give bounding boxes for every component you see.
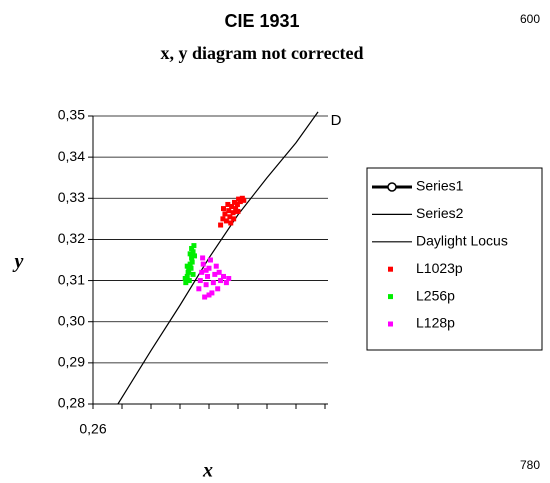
point (218, 222, 224, 228)
point (189, 259, 195, 265)
legend-label: Series1 (416, 178, 464, 194)
y-tick-label: 0,29 (58, 354, 85, 370)
legend-swatch (388, 321, 393, 327)
point (190, 271, 196, 277)
point (218, 278, 224, 284)
point (192, 253, 197, 259)
point (237, 199, 243, 205)
point (221, 206, 226, 212)
y-tick-label: 0,35 (58, 107, 85, 123)
point (189, 255, 195, 261)
chart-subtitle: x, y diagram not corrected (160, 43, 363, 63)
point (188, 265, 194, 271)
point (205, 273, 211, 279)
point (200, 261, 206, 267)
point (220, 216, 226, 222)
x-axis-label: x (202, 460, 213, 482)
point (226, 208, 232, 214)
point (229, 204, 235, 210)
point (234, 201, 240, 207)
point (189, 245, 195, 251)
point (202, 294, 208, 300)
point (190, 249, 196, 255)
legend-box (366, 167, 543, 351)
legend-label: L1023p (416, 260, 463, 276)
point (197, 278, 203, 284)
point (231, 216, 237, 222)
chart-title: CIE 1931 (224, 11, 299, 31)
point (222, 211, 228, 217)
point (225, 201, 231, 207)
point (226, 276, 232, 282)
y-tick-label: 0,33 (58, 189, 85, 205)
legend-label: L256p (416, 287, 455, 303)
legend-label: Series2 (416, 205, 464, 221)
point (223, 280, 229, 286)
point (206, 292, 212, 298)
point (232, 199, 238, 205)
point (212, 271, 218, 277)
point (200, 255, 206, 261)
point (207, 257, 213, 263)
legend-swatch (388, 294, 393, 300)
annotation: D (331, 112, 342, 129)
legend-marker (387, 182, 397, 192)
point (186, 278, 192, 284)
point (185, 269, 191, 275)
annotation: 600 (520, 12, 540, 26)
point (184, 263, 190, 269)
y-tick-label: 0,31 (58, 271, 85, 287)
point (191, 243, 197, 249)
point (187, 251, 193, 257)
x-tick-label: 0,26 (79, 421, 106, 437)
point (221, 273, 226, 279)
point (183, 280, 189, 286)
legend-swatch (388, 266, 393, 272)
point (210, 280, 216, 286)
point (233, 206, 239, 212)
y-tick-label: 0,28 (58, 395, 85, 411)
y-tick-label: 0,34 (58, 148, 85, 164)
point (235, 208, 241, 214)
point (223, 218, 229, 224)
point (241, 197, 247, 203)
y-tick-label: 0,32 (58, 230, 85, 246)
annotation: 780 (520, 458, 540, 472)
legend-label: Daylight Locus (416, 233, 508, 249)
point (203, 267, 209, 273)
point (227, 214, 233, 220)
point (213, 263, 219, 269)
point (196, 286, 202, 292)
point (216, 269, 222, 275)
legend-label: L128p (416, 315, 455, 331)
point (215, 286, 221, 292)
point (203, 282, 209, 288)
point (206, 265, 212, 271)
point (230, 210, 236, 216)
point (182, 276, 188, 282)
point (228, 220, 234, 226)
y-axis-label: y (13, 251, 24, 273)
locus-line (117, 111, 319, 404)
y-tick-label: 0,30 (58, 312, 85, 328)
point (199, 269, 205, 275)
point (209, 290, 215, 296)
